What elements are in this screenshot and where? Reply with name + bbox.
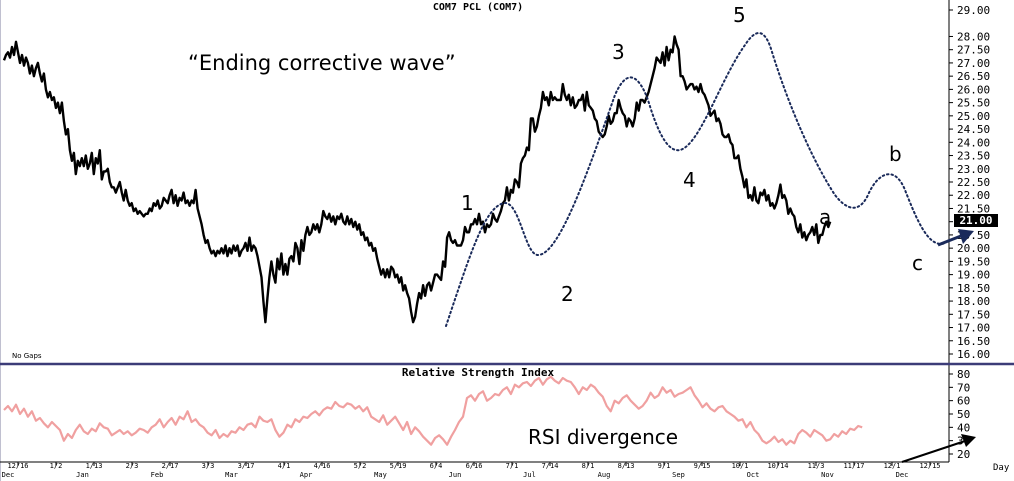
price-tick-label: 19.50 bbox=[957, 255, 990, 268]
price-divergence-arrow bbox=[937, 229, 974, 247]
price-tick-label: 29.00 bbox=[957, 4, 990, 17]
no-gaps-note: No Gaps bbox=[12, 352, 42, 360]
month-label: Nov bbox=[821, 471, 834, 479]
wave-label-2: 2 bbox=[561, 282, 574, 306]
wave-label-3: 3 bbox=[612, 40, 625, 64]
price-tick-label: 20.00 bbox=[957, 242, 990, 255]
rsi-divergence-arrow bbox=[901, 434, 976, 463]
price-tick-label: 16.50 bbox=[957, 335, 990, 348]
rsi-y-axis: 80706050403020 bbox=[949, 368, 970, 461]
rsi-series bbox=[3, 375, 863, 446]
month-label: Oct bbox=[747, 471, 760, 479]
month-label: Jun bbox=[449, 471, 462, 479]
wave-label-a: a bbox=[819, 205, 831, 229]
date-tick-label: 5/19 bbox=[390, 462, 407, 470]
price-tick-label: 19.00 bbox=[957, 269, 990, 282]
price-tick-label: 17.00 bbox=[957, 322, 990, 335]
date-tick-label: 7/14 bbox=[542, 462, 559, 470]
price-tick-label: 23.50 bbox=[957, 150, 990, 163]
headline-annotation: “Ending corrective wave” bbox=[188, 51, 456, 75]
month-label: Apr bbox=[300, 471, 313, 479]
price-tick-label: 24.00 bbox=[957, 136, 990, 149]
month-label: Aug bbox=[598, 471, 611, 479]
rsi-tick-label: 20 bbox=[957, 448, 970, 461]
rsi-tick-label: 40 bbox=[957, 421, 970, 434]
date-tick-label: 9/15 bbox=[694, 462, 711, 470]
wave-label-4: 4 bbox=[683, 168, 696, 192]
x-axis-unit-label: Day bbox=[993, 463, 1010, 473]
date-tick-label: 9/1 bbox=[658, 462, 671, 470]
date-tick-label: 6/16 bbox=[466, 462, 483, 470]
price-line bbox=[2, 35, 832, 324]
rsi-tick-label: 50 bbox=[957, 408, 970, 421]
elliott-wave-path bbox=[445, 32, 946, 327]
date-tick-label: 2/17 bbox=[162, 462, 179, 470]
date-x-axis: 12/16 1/2 1/13 2/3 2/17 3/3 3/17 4/1 4/16 5/2 5/19… bbox=[2, 462, 941, 479]
price-tick-label: 27.50 bbox=[957, 44, 990, 57]
month-label: Dec bbox=[2, 471, 15, 479]
price-tick-label: 28.00 bbox=[957, 30, 990, 43]
price-tick-label: 25.50 bbox=[957, 97, 990, 110]
price-tick-label: 22.50 bbox=[957, 176, 990, 189]
month-label: Jan bbox=[76, 471, 89, 479]
date-tick-label: 12/16 bbox=[7, 462, 28, 470]
last-price-value: 21.00 bbox=[959, 214, 992, 227]
price-y-axis: 29.00 28.0027.5027.0026.5026.0025.5025.00… bbox=[949, 4, 990, 361]
month-label: Dec bbox=[896, 471, 909, 479]
month-label: Jul bbox=[523, 471, 536, 479]
date-tick-label: 1/2 bbox=[50, 462, 63, 470]
date-tick-label: 10/1 bbox=[732, 462, 749, 470]
date-tick-label: 12/15 bbox=[919, 462, 940, 470]
price-tick-label: 24.50 bbox=[957, 123, 990, 136]
date-tick-label: 1/13 bbox=[86, 462, 103, 470]
date-tick-label: 4/16 bbox=[314, 462, 331, 470]
price-tick-label: 25.00 bbox=[957, 110, 990, 123]
date-tick-label: 6/4 bbox=[430, 462, 443, 470]
date-tick-label: 11/3 bbox=[808, 462, 825, 470]
price-tick-label: 27.00 bbox=[957, 57, 990, 70]
month-label: Mar bbox=[225, 471, 238, 479]
price-tick-label: 18.50 bbox=[957, 282, 990, 295]
date-tick-label: 10/14 bbox=[767, 462, 788, 470]
price-tick-label: 26.50 bbox=[957, 70, 990, 83]
rsi-line bbox=[3, 375, 863, 446]
date-tick-label: 7/1 bbox=[506, 462, 519, 470]
month-label: May bbox=[374, 471, 387, 479]
wave-label-5: 5 bbox=[733, 3, 746, 27]
month-label: Sep bbox=[672, 471, 685, 479]
last-price-badge: 21.00 bbox=[954, 214, 998, 227]
price-tick-label: 17.50 bbox=[957, 308, 990, 321]
date-tick-label: 8/13 bbox=[618, 462, 635, 470]
chart-title: COM7 PCL (COM7) bbox=[433, 2, 523, 13]
price-tick-label: 23.00 bbox=[957, 163, 990, 176]
price-tick-label: 21.50 bbox=[957, 202, 990, 215]
rsi-panel-title: Relative Strength Index bbox=[402, 366, 555, 379]
wave-label-c: c bbox=[912, 251, 923, 275]
date-tick-label: 8/1 bbox=[582, 462, 595, 470]
date-tick-label: 3/17 bbox=[238, 462, 255, 470]
date-tick-label: 11/17 bbox=[843, 462, 864, 470]
rsi-tick-label: 80 bbox=[957, 368, 970, 381]
price-tick-label: 18.00 bbox=[957, 295, 990, 308]
wave-label-b: b bbox=[889, 142, 902, 166]
wave-label-1: 1 bbox=[461, 191, 474, 215]
price-tick-label: 22.00 bbox=[957, 189, 990, 202]
date-tick-label: 3/3 bbox=[202, 462, 215, 470]
price-tick-label: 26.00 bbox=[957, 83, 990, 96]
date-tick-label: 2/3 bbox=[126, 462, 139, 470]
month-label: Feb bbox=[151, 471, 164, 479]
rsi-divergence-annotation: RSI divergence bbox=[528, 425, 678, 449]
date-tick-label: 5/2 bbox=[354, 462, 367, 470]
rsi-tick-label: 70 bbox=[957, 381, 970, 394]
rsi-tick-label: 60 bbox=[957, 395, 970, 408]
price-tick-label: 16.00 bbox=[957, 348, 990, 361]
date-tick-label: 4/1 bbox=[278, 462, 291, 470]
date-tick-label: 12/1 bbox=[884, 462, 901, 470]
price-series bbox=[2, 35, 832, 324]
